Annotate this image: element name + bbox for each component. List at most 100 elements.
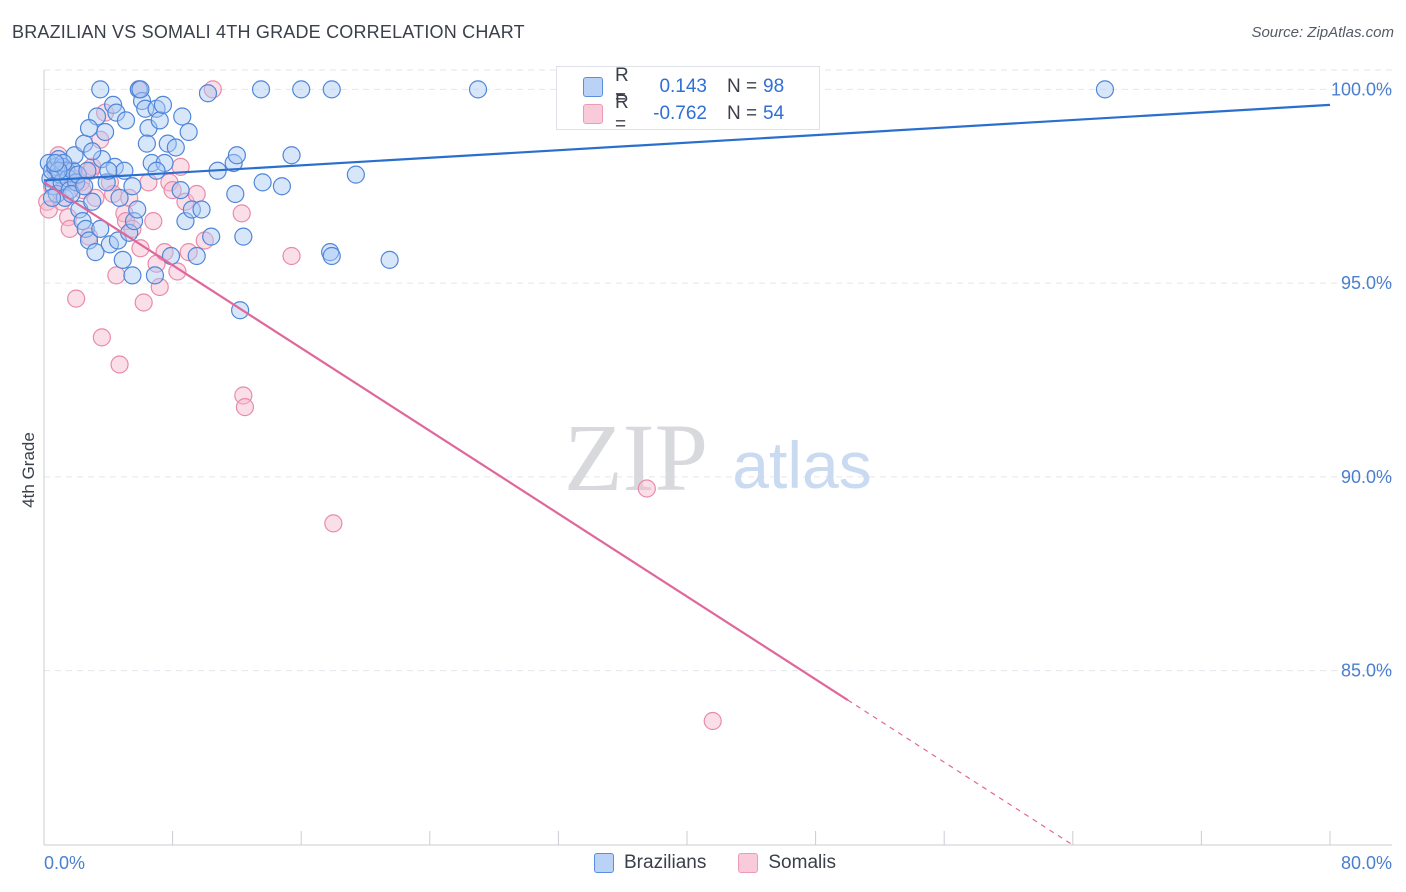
- legend-swatch-blue: [583, 77, 603, 97]
- chart-title: BRAZILIAN VS SOMALI 4TH GRADE CORRELATIO…: [12, 22, 525, 42]
- brazilians-point: [137, 134, 156, 153]
- brazilians-point: [202, 227, 221, 246]
- legend-r-label: R =: [615, 65, 629, 108]
- y-tick-label: 85.0%: [1341, 661, 1392, 681]
- brazilians-point: [86, 243, 105, 262]
- stats-legend: R = 0.143 N = 98 R = -0.762 N = 54: [556, 65, 820, 135]
- chart-source: Source: ZipAtlas.com: [1251, 24, 1394, 41]
- somalis-trend-line: [43, 181, 849, 701]
- brazilians-point: [95, 122, 115, 142]
- brazilians-point: [468, 80, 488, 99]
- y-tick-labels: 85.0% 90.0% 95.0% 100.0%: [1331, 79, 1392, 680]
- legend-label-brazilians: Brazilians: [624, 852, 707, 873]
- brazilians-point: [113, 250, 132, 269]
- somalis-point: [324, 514, 343, 533]
- series-legend: Brazilians Somalis: [594, 852, 868, 874]
- brazilians-point: [150, 111, 169, 130]
- brazilians-point: [83, 192, 102, 211]
- somalis-point: [110, 355, 129, 374]
- brazilians-point: [42, 188, 62, 207]
- x-tick-label-min: 0.0%: [44, 853, 85, 873]
- brazilians-point: [166, 138, 185, 157]
- brazilians-point: [107, 103, 126, 122]
- somalis-point: [92, 328, 111, 347]
- somalis-point: [168, 262, 187, 281]
- brazilians-point: [161, 246, 181, 266]
- brazilians-point: [282, 146, 301, 165]
- somalis-point: [234, 386, 253, 405]
- legend-r-value: -0.762: [653, 103, 707, 124]
- somalis-point: [144, 212, 163, 231]
- somalis-point: [150, 277, 169, 297]
- brazilians-point: [97, 173, 116, 192]
- brazilians-point: [76, 219, 95, 238]
- brazilians-point: [171, 181, 190, 200]
- brazilians-point: [79, 231, 99, 250]
- somalis-point: [134, 293, 153, 312]
- brazilians-point: [192, 200, 211, 219]
- brazilians-point: [145, 266, 165, 285]
- brazilians-point: [179, 122, 198, 142]
- brazilians-point: [153, 95, 173, 114]
- legend-swatch-pink: [583, 104, 603, 124]
- somalis-point: [703, 711, 722, 731]
- brazilians-point: [46, 153, 65, 173]
- brazilians-point: [198, 84, 218, 103]
- brazilians-point: [272, 177, 292, 196]
- brazilians-point: [75, 177, 94, 196]
- brazilians-point: [226, 184, 245, 204]
- brazilians-point: [253, 173, 272, 192]
- legend-n-label: N =: [727, 103, 758, 124]
- somalis-point: [637, 479, 656, 498]
- legend-label-somalis: Somalis: [768, 852, 836, 873]
- somalis-point: [131, 239, 150, 258]
- legend-n-value: 98: [763, 76, 785, 97]
- legend-row-somalis: R = -0.762 N = 54: [583, 92, 785, 135]
- brazilians-point: [78, 161, 97, 180]
- watermark-atlas: atlas: [732, 428, 871, 502]
- brazilians-trend-line: [43, 103, 1331, 182]
- legend-item-brazilians: Brazilians: [594, 852, 706, 874]
- brazilians-point: [147, 161, 166, 180]
- somalis-trend-extension: [847, 699, 1074, 846]
- brazilians-point: [79, 119, 99, 138]
- brazilians-point: [322, 80, 341, 99]
- brazilians-point: [1095, 80, 1115, 99]
- trend-lines: [43, 103, 1331, 846]
- gridlines: [44, 69, 1392, 672]
- brazilians-point: [128, 200, 147, 219]
- x-tick-label-max: 80.0%: [1341, 853, 1392, 873]
- brazilians-point: [227, 146, 246, 165]
- brazilians-point: [173, 107, 192, 126]
- legend-n-value: 54: [763, 103, 785, 124]
- brazilians-point: [123, 266, 142, 285]
- somalis-point: [187, 184, 206, 204]
- brazilians-point: [292, 80, 311, 99]
- somalis-point: [232, 204, 251, 223]
- y-tick-label: 100.0%: [1331, 79, 1392, 99]
- brazilians-point: [346, 165, 365, 184]
- legend-r-label: R =: [615, 92, 629, 135]
- brazilians-point: [251, 80, 271, 99]
- watermark-zip: ZIP: [564, 404, 708, 511]
- brazilians-point: [110, 188, 129, 207]
- brazilians-point: [322, 246, 341, 266]
- brazilians-point: [91, 80, 110, 99]
- brazilians-points: [39, 80, 1115, 320]
- brazilians-point: [176, 212, 195, 231]
- legend-swatch-pink: [738, 853, 759, 873]
- brazilians-point: [91, 219, 110, 238]
- y-axis-title: 4th Grade: [19, 432, 38, 508]
- brazilians-point: [99, 161, 118, 180]
- somalis-point: [282, 246, 301, 266]
- y-tick-label: 90.0%: [1341, 467, 1392, 487]
- legend-n-label: N =: [727, 76, 758, 97]
- legend-row-brazilians: R = 0.143 N = 98: [583, 65, 785, 108]
- brazilians-point: [187, 246, 206, 266]
- brazilians-point: [182, 200, 201, 219]
- y-tick-label: 95.0%: [1341, 273, 1392, 293]
- legend-item-somalis: Somalis: [738, 852, 836, 874]
- somalis-point: [67, 289, 86, 308]
- brazilians-point: [234, 227, 253, 246]
